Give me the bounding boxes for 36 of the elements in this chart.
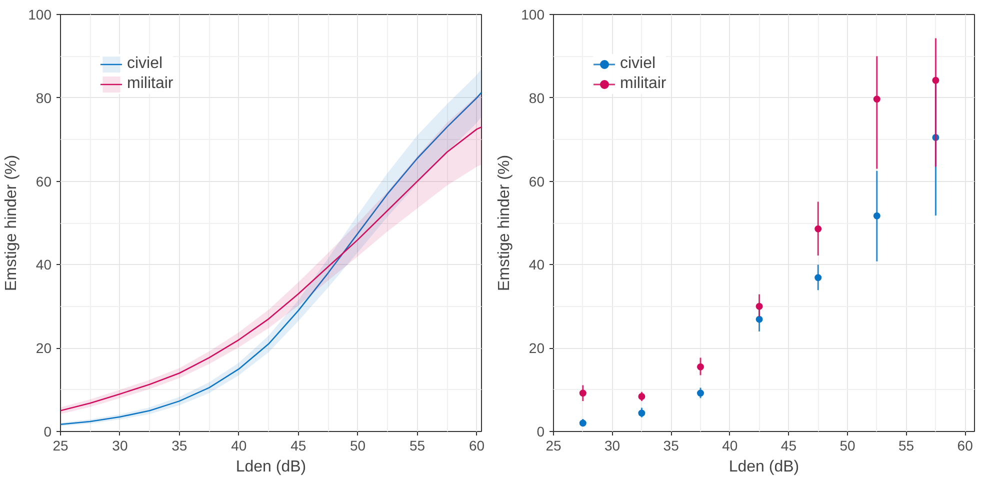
y-tick-label: 60 [36,173,52,190]
x-tick-label: 30 [604,438,620,454]
y-tick-label: 60 [528,173,545,190]
legend-label: civiel [620,55,656,73]
x-tick-label: 30 [112,438,128,454]
x-tick-label: 50 [350,438,366,454]
x-axis-title: Lden (dB) [728,458,800,476]
y-tick-label: 80 [36,90,52,106]
x-tick-label: 40 [722,438,738,454]
y-tick-label: 0 [536,424,545,440]
y-tick-label: 80 [528,90,545,106]
y-tick-label: 0 [44,424,52,440]
y-tick-label: 40 [528,256,545,273]
x-tick-label: 25 [52,438,68,454]
x-tick-label: 60 [468,438,485,454]
y-tick-label: 20 [36,340,52,356]
x-tick-label: 40 [231,438,247,454]
y-axis-title: Emstige hinder (%) [496,154,514,292]
legend-label: militair [127,75,174,93]
x-tick-label: 55 [898,438,914,454]
legend-label: civiel [127,55,163,73]
y-tick-label: 100 [521,6,545,22]
x-tick-label: 60 [957,438,974,454]
x-tick-label: 55 [409,438,426,454]
y-tick-label: 20 [528,340,545,356]
x-tick-label: 35 [663,438,680,454]
x-tick-label: 25 [546,438,562,454]
x-tick-label: 45 [290,438,306,454]
y-tick-label: 40 [36,256,52,273]
x-axis-title: Lden (dB) [236,458,306,476]
legend-label: militair [620,75,666,93]
x-tick-label: 45 [780,438,797,454]
y-tick-label: 100 [28,6,52,22]
y-axis-title: Emstige hinder (%) [3,154,20,292]
x-tick-label: 50 [840,438,856,454]
x-tick-label: 35 [172,438,188,454]
